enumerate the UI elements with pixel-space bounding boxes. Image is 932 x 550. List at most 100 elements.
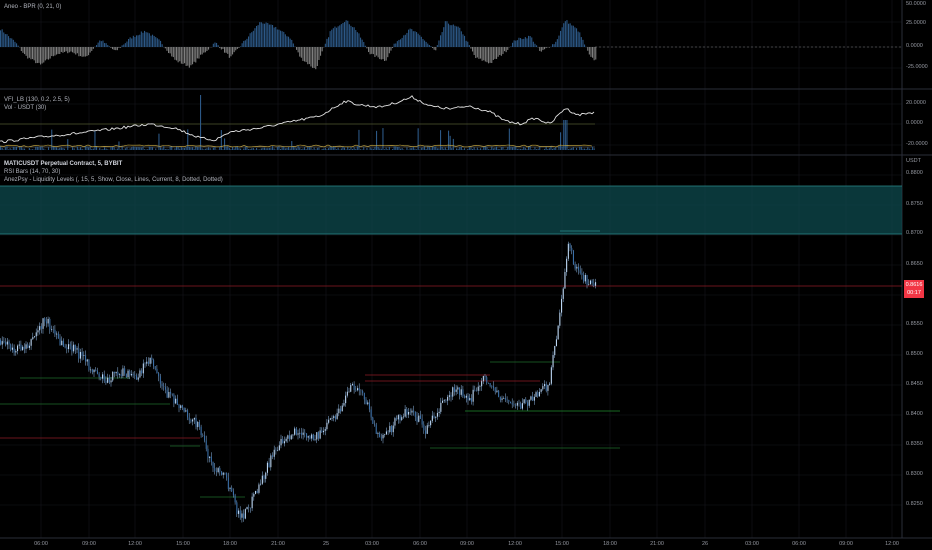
bpr-bar xyxy=(217,45,219,47)
candle-body xyxy=(251,496,253,509)
candle-body xyxy=(85,355,87,362)
volume-bar xyxy=(387,149,389,150)
volume-bar xyxy=(563,120,565,150)
bpr-bar xyxy=(256,25,258,47)
volume-bar xyxy=(340,148,342,150)
time-axis-tick: 25 xyxy=(322,541,330,547)
bpr-bar xyxy=(507,47,509,50)
candle-body xyxy=(88,359,90,371)
candle-body xyxy=(527,402,529,406)
volume-bar xyxy=(112,146,114,150)
bpr-legend[interactable]: Aneo - BPR (0, 21, 0) xyxy=(4,4,62,10)
symbol-legend[interactable]: MATICUSDT Perpetual Contract, 5, BYBIT xyxy=(4,161,123,167)
volume-bar xyxy=(484,146,486,150)
volume-bar xyxy=(76,146,78,150)
volume-bar xyxy=(406,147,408,150)
bpr-bar xyxy=(182,47,184,64)
volume-bar xyxy=(590,149,592,150)
candle-body xyxy=(385,431,387,435)
candle-body xyxy=(406,409,408,415)
volume-bar xyxy=(230,149,232,150)
bpr-bar xyxy=(80,47,82,57)
candle-body xyxy=(544,384,546,387)
bpr-bar xyxy=(17,45,19,47)
time-axis-tick: 12:00 xyxy=(128,541,142,547)
bpr-bar xyxy=(409,28,411,47)
liquidity-levels-legend[interactable]: AnezPsy - Liquidity Levels (, 15, 5, Sho… xyxy=(4,177,223,183)
rsi-bars-legend[interactable]: RSI Bars (14, 70, 30) xyxy=(4,169,61,175)
candle-body xyxy=(530,396,532,400)
candle-body xyxy=(574,264,576,269)
bpr-bar xyxy=(188,47,190,68)
time-axis-tick: 06:00 xyxy=(792,541,806,547)
candle-body xyxy=(421,418,423,425)
candle-body xyxy=(299,432,301,434)
bpr-bar xyxy=(227,47,229,54)
candle-body xyxy=(156,368,158,374)
bpr-bar xyxy=(88,47,90,56)
bpr-bar xyxy=(393,43,395,47)
volume-bar xyxy=(396,147,398,150)
bpr-bar xyxy=(494,47,496,59)
volume-bar xyxy=(91,148,93,150)
vfi-legend[interactable]: VFI_LB (130, 0.2, 2.5, 5) xyxy=(4,97,70,103)
candle-body xyxy=(204,435,206,441)
candle-body xyxy=(425,430,427,434)
volume-bar xyxy=(553,148,555,150)
bpr-bar xyxy=(72,47,74,53)
volume-bar xyxy=(152,147,154,150)
bpr-bar xyxy=(307,47,309,65)
volume-legend[interactable]: Vol · USDT (30) xyxy=(4,105,47,111)
volume-bar xyxy=(1,147,3,150)
volume-bar xyxy=(222,149,224,150)
volume-bar xyxy=(0,146,2,150)
bpr-bar xyxy=(411,29,413,47)
bpr-bar xyxy=(145,32,147,47)
candle-body xyxy=(375,424,377,434)
volume-bar xyxy=(550,146,552,150)
volume-bar xyxy=(60,147,62,150)
volume-bar xyxy=(312,149,314,150)
candle-body xyxy=(447,396,449,401)
bpr-bar xyxy=(75,47,77,55)
bpr-bar xyxy=(174,47,176,60)
bpr-bar xyxy=(510,46,512,47)
candle-body xyxy=(144,363,146,365)
candle-body xyxy=(64,346,66,348)
candle-body xyxy=(348,391,350,393)
candle-body xyxy=(195,418,197,428)
candle-body xyxy=(486,377,488,383)
candle-body xyxy=(484,375,486,378)
bpr-bar xyxy=(275,26,277,47)
volume-bar xyxy=(315,149,317,150)
bpr-bar xyxy=(345,20,347,47)
volume-bar xyxy=(118,141,120,150)
candle-body xyxy=(494,388,496,392)
price-axis-tick: 25.0000 xyxy=(906,20,926,26)
volume-bar xyxy=(308,147,310,150)
bpr-bar xyxy=(12,39,14,47)
candle-body xyxy=(504,398,506,400)
candle-body xyxy=(154,366,156,369)
bpr-bar xyxy=(208,47,210,50)
candle-body xyxy=(404,409,406,417)
bpr-bar xyxy=(241,43,243,47)
bpr-bar xyxy=(126,41,128,47)
time-axis-tick: 21:00 xyxy=(271,541,285,547)
candle-body xyxy=(401,417,403,421)
bpr-bar xyxy=(496,47,498,59)
bpr-bar xyxy=(291,39,293,47)
bpr-bar xyxy=(337,26,339,47)
volume-bar xyxy=(427,146,429,150)
candle-body xyxy=(581,272,583,276)
vfi-signal-line xyxy=(0,144,593,148)
bpr-bar xyxy=(427,43,429,47)
bpr-bar xyxy=(25,47,27,56)
candle-body xyxy=(438,411,440,413)
volume-bar xyxy=(388,146,390,150)
volume-bar xyxy=(435,146,437,150)
candle-body xyxy=(34,336,36,338)
volume-bar xyxy=(355,148,357,150)
grid-lines xyxy=(0,0,902,538)
